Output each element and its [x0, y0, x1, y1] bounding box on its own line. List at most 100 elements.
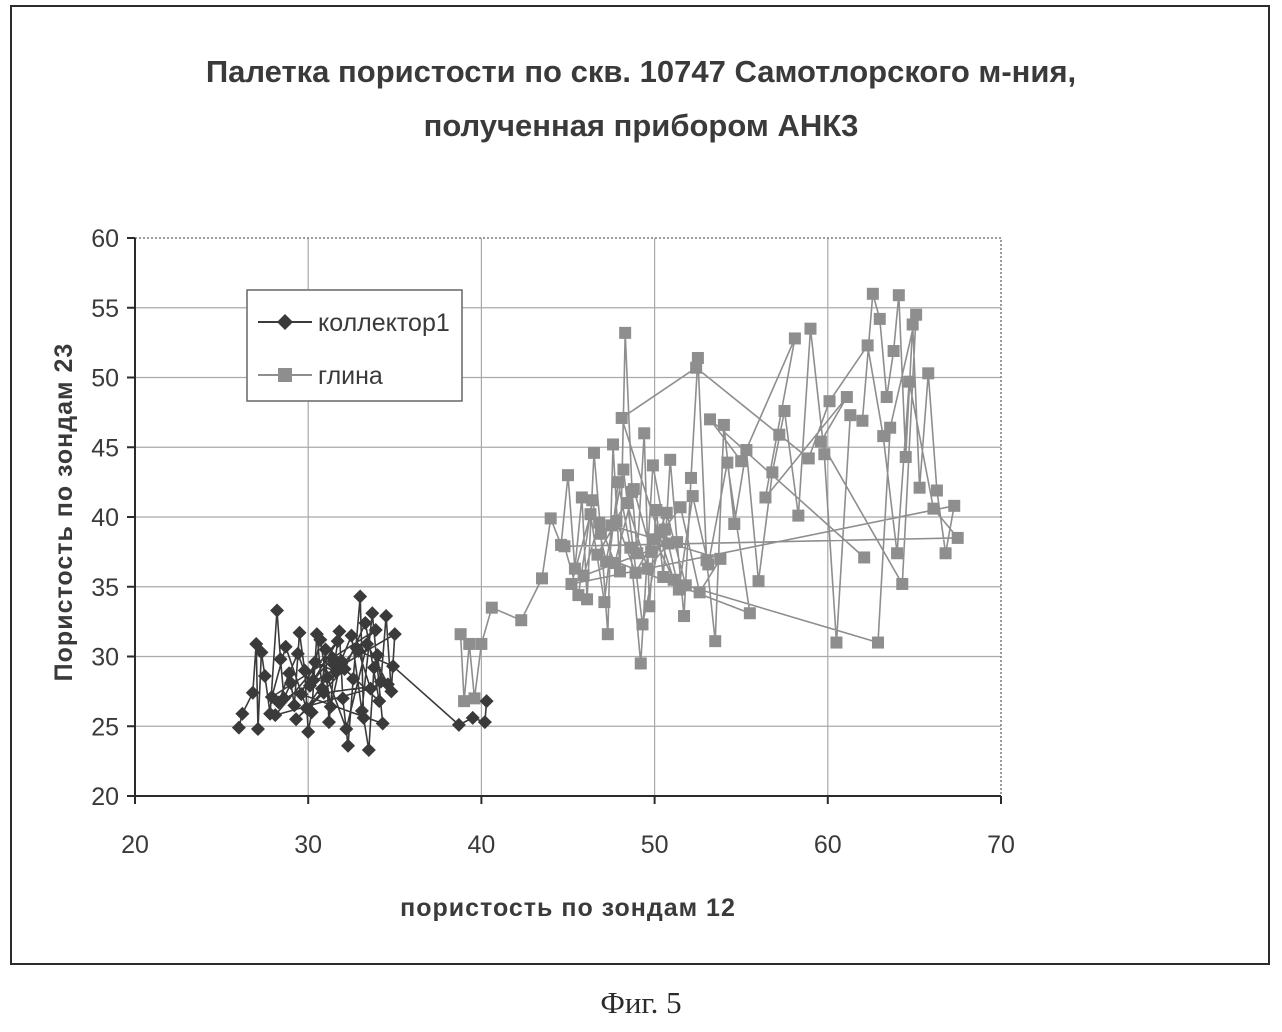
y-tick-label: 50 [91, 365, 119, 393]
glina-point [593, 517, 605, 529]
glina-point [586, 494, 598, 506]
series-glina [455, 288, 964, 707]
legend-marker-glina [278, 368, 292, 382]
y-tick-label: 30 [91, 644, 119, 672]
glina-point [704, 413, 716, 425]
glina-point [792, 510, 804, 522]
glina-point [685, 472, 697, 484]
kollektor1-point [301, 725, 315, 739]
kollektor1-point [353, 590, 367, 604]
kollektor1-point [279, 640, 293, 654]
y-axis-label: Пористость по зондам 23 [50, 343, 78, 682]
kollektor1-point [478, 715, 492, 729]
glina-point [900, 451, 912, 463]
glina-point [486, 602, 498, 614]
kollektor1-point [251, 722, 265, 736]
glina-point [598, 596, 610, 608]
glina-point [463, 638, 475, 650]
glina-point [617, 464, 629, 476]
x-tick-label: 50 [641, 831, 669, 859]
y-tick-label: 25 [91, 713, 119, 741]
glina-point [624, 542, 636, 554]
glina-point [690, 362, 702, 374]
glina-point [605, 519, 617, 531]
legend-label-kollektor1: коллектор1 [318, 309, 450, 337]
glina-point [650, 504, 662, 516]
glina-point [818, 448, 830, 460]
glina-point [862, 339, 874, 351]
glina-point [607, 438, 619, 450]
glina-point [576, 491, 588, 503]
series-kollektor1 [232, 590, 494, 757]
glina-point [856, 415, 868, 427]
glina-point [602, 628, 614, 640]
glina-point [562, 469, 574, 481]
glina-point [662, 538, 674, 550]
glina-point [638, 427, 650, 439]
glina-point [858, 551, 870, 563]
glina-point [609, 557, 621, 569]
glina-point [619, 327, 631, 339]
glina-point [803, 452, 815, 464]
legend: коллектор1 глина [247, 290, 462, 401]
glina-point [922, 367, 934, 379]
glina-point [804, 323, 816, 335]
glina-point [709, 635, 721, 647]
glina-point [779, 405, 791, 417]
kollektor1-point [235, 707, 249, 721]
glina-point [630, 567, 642, 579]
x-tick-label: 30 [294, 831, 322, 859]
glina-point [931, 484, 943, 496]
glina-point [468, 692, 480, 704]
y-tick-label: 40 [91, 504, 119, 532]
glina-point [694, 586, 706, 598]
kollektor1-point [336, 691, 350, 705]
glina-point [680, 579, 692, 591]
x-tick-label: 20 [121, 831, 149, 859]
glina-point [616, 412, 628, 424]
glina-point [621, 497, 633, 509]
y-tick-label: 35 [91, 574, 119, 602]
glina-point [664, 454, 676, 466]
glina-point [881, 391, 893, 403]
glina-point [830, 637, 842, 649]
glina-point [744, 607, 756, 619]
glina-point [647, 459, 659, 471]
glina-point [536, 572, 548, 584]
glina-point [572, 589, 584, 601]
glina-point [735, 455, 747, 467]
x-axis-label: пористость по зондам 12 [400, 894, 736, 922]
glina-point [559, 540, 571, 552]
kollektor1-point [379, 609, 393, 623]
glina-point [927, 503, 939, 515]
glina-point [678, 610, 690, 622]
glina-point [872, 637, 884, 649]
kollektor1-point [466, 711, 480, 725]
glina-point [721, 457, 733, 469]
kollektor1-point [287, 698, 301, 712]
glina-point [475, 638, 487, 650]
kollektor1-point [232, 721, 246, 735]
glina-point [940, 547, 952, 559]
kollektor1-point [293, 626, 307, 640]
glina-point [815, 436, 827, 448]
glina-point [687, 490, 699, 502]
glina-point [914, 482, 926, 494]
x-tick-label: 60 [814, 831, 842, 859]
kollektor1-point [341, 739, 355, 753]
glina-point [628, 483, 640, 495]
glina-point [948, 500, 960, 512]
x-tick-label: 40 [467, 831, 495, 859]
glina-point [661, 507, 673, 519]
glina-point [636, 618, 648, 630]
glina-point [888, 345, 900, 357]
glina-point [874, 313, 886, 325]
glina-point [657, 571, 669, 583]
glina-point [753, 575, 765, 587]
glina-point [668, 574, 680, 586]
glina-point [884, 422, 896, 434]
glina-point [702, 558, 714, 570]
chart-title-line-1: Палетка пористости по скв. 10747 Самотло… [206, 54, 1076, 89]
glina-point [891, 547, 903, 559]
kollektor1-point [388, 627, 402, 641]
